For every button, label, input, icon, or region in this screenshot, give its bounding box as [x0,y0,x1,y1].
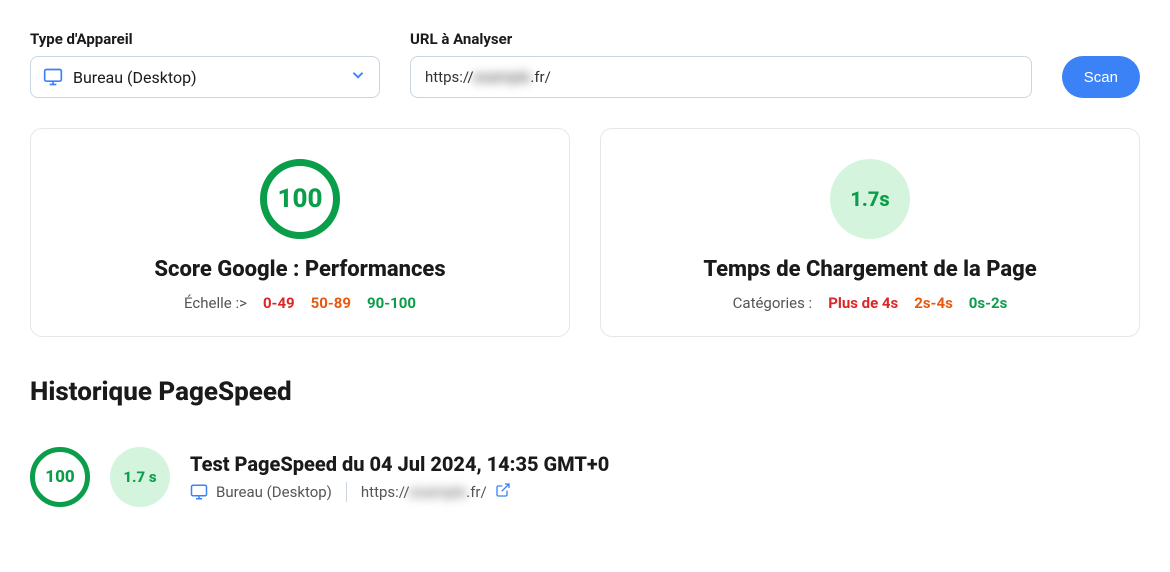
history-item: 100 1.7 s Test PageSpeed du 04 Jul 2024,… [30,447,1140,507]
score-range-orange: 50-89 [311,294,351,312]
time-range-red: Plus de 4s [828,294,898,312]
scan-button[interactable]: Scan [1062,56,1140,98]
time-range-orange: 2s-4s [914,294,953,312]
device-selected-value: Bureau (Desktop) [73,68,197,87]
url-input[interactable]: https://example.fr/ [410,56,1032,98]
score-card-title: Score Google : Performances [154,257,445,282]
external-link-icon[interactable] [495,482,511,502]
device-select[interactable]: Bureau (Desktop) [30,56,380,98]
chevron-down-icon [349,66,367,88]
url-suffix: .fr/ [530,68,550,86]
monitor-icon [43,67,63,87]
history-time-value: 1.7 s [123,468,156,486]
time-value: 1.7s [850,187,889,211]
history-score-value: 100 [45,467,74,487]
history-url: https://example.fr/ [361,483,487,501]
time-range-green: 0s-2s [969,294,1008,312]
score-scale-label: Échelle :> [184,294,247,312]
history-time-circle: 1.7 s [110,447,170,507]
score-ring: 100 [260,159,340,239]
history-title: Historique PageSpeed [30,377,1140,407]
url-prefix: https:// [425,68,474,86]
time-card: 1.7s Temps de Chargement de la Page Caté… [600,128,1140,337]
history-score-ring: 100 [30,447,90,507]
url-label: URL à Analyser [410,30,1032,48]
device-label: Type d'Appareil [30,30,380,48]
monitor-icon [190,483,208,501]
time-scale-label: Catégories : [733,294,813,312]
time-card-title: Temps de Chargement de la Page [703,257,1036,282]
history-device: Bureau (Desktop) [216,483,332,501]
history-item-heading: Test PageSpeed du 04 Jul 2024, 14:35 GMT… [190,452,609,476]
divider [346,482,347,502]
time-circle: 1.7s [830,159,910,239]
score-range-green: 90-100 [367,294,416,312]
score-card: 100 Score Google : Performances Échelle … [30,128,570,337]
url-blurred: example [474,68,531,86]
score-range-red: 0-49 [263,294,295,312]
score-value: 100 [278,184,323,214]
